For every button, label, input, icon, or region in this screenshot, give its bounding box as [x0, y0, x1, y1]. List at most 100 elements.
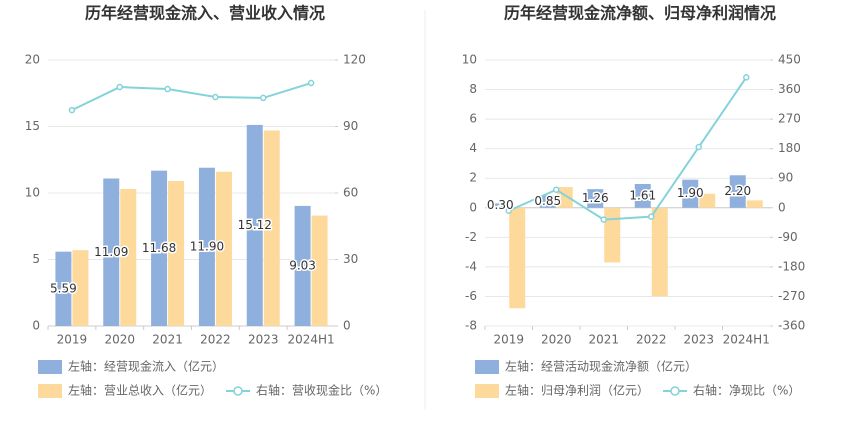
legend-label: 左轴：经营现金流入（亿元）	[68, 359, 224, 374]
legend-swatch	[38, 384, 62, 398]
line-point	[164, 85, 171, 93]
bar	[729, 175, 746, 208]
y-tick-label: 2	[469, 171, 477, 185]
y-tick-label: -8	[465, 319, 477, 333]
data-label: 5.59	[50, 281, 77, 295]
y-tick-label: 6	[469, 112, 477, 126]
data-label: 0.85	[534, 194, 561, 208]
line	[508, 76, 748, 221]
bar	[699, 193, 716, 208]
legend-label: 右轴：营收现金比（%）	[256, 383, 387, 398]
y2-tick-label: -270	[778, 289, 805, 303]
data-label: 1.61	[629, 188, 656, 202]
data-label: 11.09	[94, 245, 128, 259]
x-tick-label: 2024H1	[723, 333, 770, 347]
y2-tick-label: -180	[778, 259, 805, 273]
bar	[634, 183, 651, 208]
line	[71, 82, 312, 111]
y2-tick-label: 450	[778, 53, 801, 67]
legend-label: 右轴：净现比（%）	[693, 383, 800, 398]
legend-swatch	[475, 384, 499, 398]
y-tick-label: 10	[462, 53, 477, 67]
bar	[72, 250, 89, 326]
line-point	[116, 83, 123, 91]
x-tick-label: 2022	[200, 333, 231, 347]
data-label: 15.12	[238, 218, 272, 232]
y2-tick-label: 90	[778, 171, 793, 185]
y2-tick-label: 0	[343, 319, 351, 333]
y-tick-label: 15	[25, 119, 40, 133]
y-tick-label: 4	[469, 141, 477, 155]
bar	[651, 207, 668, 297]
line-point	[260, 94, 267, 102]
x-tick-label: 2022	[636, 333, 667, 347]
legend-label: 左轴：营业总收入（亿元）	[68, 383, 212, 398]
data-label: 1.26	[582, 191, 609, 205]
line-point	[695, 143, 702, 151]
bar	[103, 178, 120, 326]
bar	[215, 171, 232, 326]
y2-tick-label: 60	[343, 186, 358, 200]
bar	[55, 251, 72, 326]
bar	[311, 215, 328, 326]
bar	[198, 167, 215, 326]
x-tick-label: 2023	[248, 333, 279, 347]
y2-tick-label: 270	[778, 112, 801, 126]
bar	[120, 189, 137, 326]
y-tick-label: -2	[465, 230, 477, 244]
y-tick-label: 8	[469, 82, 477, 96]
x-tick-label: 2024H1	[287, 333, 334, 347]
data-label: 0.30	[487, 198, 514, 212]
y-tick-label: -6	[465, 289, 477, 303]
x-tick-label: 2021	[588, 333, 619, 347]
line-point	[600, 216, 607, 223]
bar	[263, 130, 280, 326]
legend-swatch	[475, 360, 499, 374]
y2-tick-label: 0	[778, 200, 786, 214]
line-point	[553, 186, 560, 193]
chart-title: 历年经营现金流净额、归母净利润情况	[504, 4, 776, 23]
y2-tick-label: 90	[343, 119, 358, 133]
x-tick-label: 2023	[683, 333, 714, 347]
y2-tick-label: 360	[778, 82, 801, 96]
legend-label: 左轴：归母净利润（亿元）	[505, 383, 649, 398]
bar	[587, 189, 604, 208]
line-point	[307, 79, 315, 87]
bar	[492, 203, 509, 208]
x-tick-label: 2019	[57, 333, 88, 347]
y-tick-label: 0	[32, 319, 40, 333]
data-label: 11.68	[142, 241, 176, 255]
bar	[246, 124, 263, 327]
line-point	[505, 207, 512, 214]
y-tick-label: 20	[25, 53, 40, 67]
bar	[682, 179, 699, 208]
legend-swatch	[670, 386, 680, 396]
bar	[509, 207, 526, 309]
data-label: 2.20	[724, 184, 751, 198]
x-tick-label: 2019	[493, 333, 524, 347]
data-label: 11.90	[190, 239, 224, 253]
data-label: 1.90	[677, 186, 704, 200]
chart-title: 历年经营现金流入、营业收入情况	[85, 4, 325, 23]
x-tick-label: 2020	[541, 333, 572, 347]
line-point	[648, 213, 655, 220]
y-tick-label: -4	[465, 259, 477, 273]
x-tick-label: 2021	[152, 333, 183, 347]
bar	[168, 181, 185, 326]
bar	[294, 205, 311, 326]
y-tick-label: 10	[25, 186, 40, 200]
legend-label: 左轴：经营活动现金流净额（亿元）	[505, 359, 697, 374]
y2-tick-label: -90	[778, 230, 798, 244]
bar	[539, 195, 556, 208]
y2-tick-label: -360	[778, 319, 805, 333]
x-tick-label: 2020	[104, 333, 135, 347]
y-tick-label: 5	[32, 252, 40, 266]
bar	[746, 200, 763, 208]
legend-swatch	[38, 360, 62, 374]
line-point	[68, 106, 76, 114]
data-label: 9.03	[289, 258, 316, 272]
y2-tick-label: 120	[343, 53, 366, 67]
y2-tick-label: 30	[343, 252, 358, 266]
y-tick-label: 0	[469, 200, 477, 214]
